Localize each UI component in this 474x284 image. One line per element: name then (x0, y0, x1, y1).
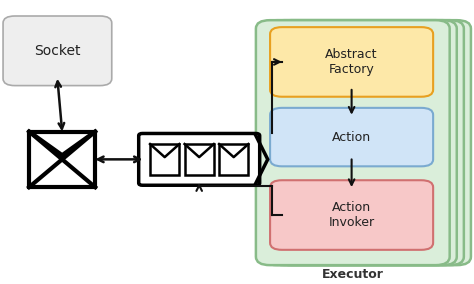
FancyBboxPatch shape (277, 20, 471, 265)
FancyBboxPatch shape (270, 27, 433, 97)
FancyBboxPatch shape (184, 144, 214, 175)
FancyBboxPatch shape (219, 144, 248, 175)
FancyBboxPatch shape (139, 133, 260, 185)
FancyBboxPatch shape (256, 20, 450, 265)
FancyBboxPatch shape (263, 20, 457, 265)
FancyBboxPatch shape (150, 144, 179, 175)
FancyBboxPatch shape (3, 16, 112, 85)
Text: Executor: Executor (322, 268, 384, 281)
FancyBboxPatch shape (270, 180, 433, 250)
Text: Socket: Socket (34, 44, 81, 58)
Text: Abstract
Factory: Abstract Factory (325, 48, 378, 76)
FancyBboxPatch shape (270, 20, 464, 265)
FancyBboxPatch shape (270, 108, 433, 166)
FancyBboxPatch shape (29, 131, 95, 187)
Text: Action: Action (332, 131, 371, 144)
Text: Action
Invoker: Action Invoker (328, 201, 374, 229)
